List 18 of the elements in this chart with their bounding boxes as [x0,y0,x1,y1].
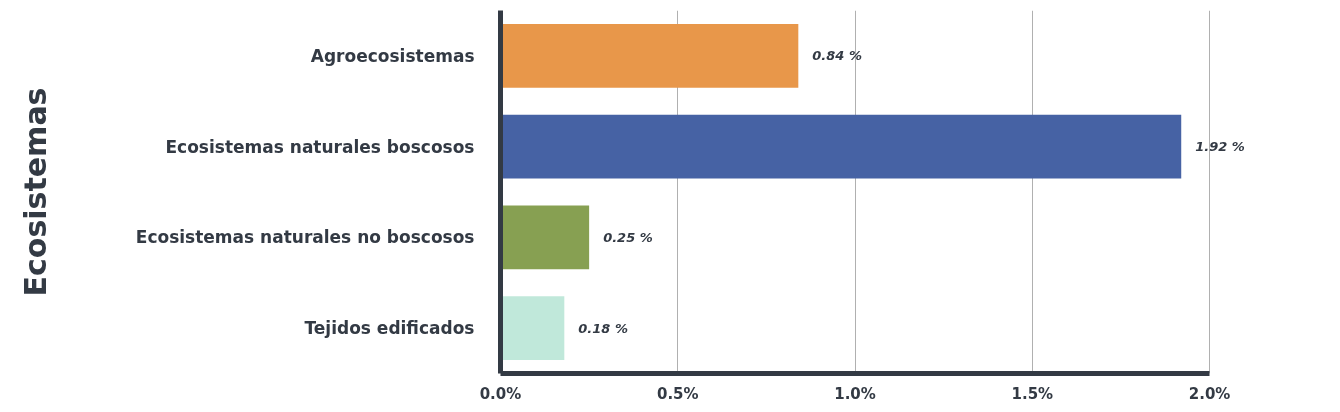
y-tick-label: Agroecosistemas [310,45,475,66]
x-tick-label: 1.5% [1011,384,1054,403]
y-tick-label: Tejidos edificados [304,318,475,339]
bar [500,205,590,270]
x-tick-label: 2.0% [1188,384,1231,403]
bar [500,24,799,88]
x-tick-label: 0.0% [479,384,522,403]
bar [500,296,565,360]
bar [500,114,1182,179]
x-tick-label: 1.0% [834,384,876,403]
y-tick-label: Ecosistemas naturales no boscosos [135,227,475,248]
data-label: 0.25 % [603,229,653,245]
y-axis-title: Ecosistemas [17,87,53,297]
data-label: 0.18 % [578,320,628,336]
y-tick-label: Ecosistemas naturales boscosos [165,136,475,157]
x-tick-label: 0.5% [656,384,699,403]
data-label: 1.92 % [1195,139,1245,155]
data-label: 0.84 % [812,48,862,64]
